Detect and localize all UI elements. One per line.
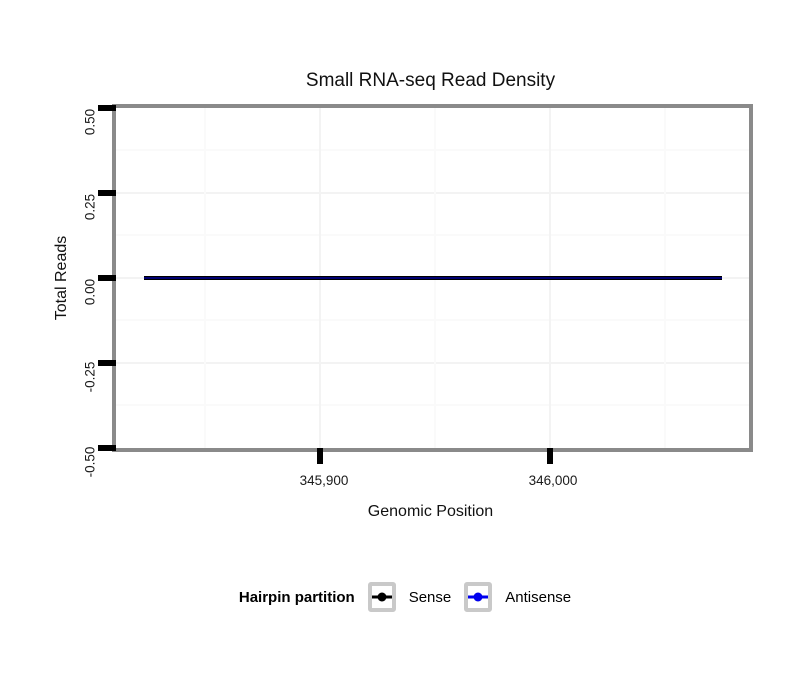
y-axis-tick	[98, 105, 116, 111]
gridline-h-minor	[116, 319, 749, 321]
y-axis-tick	[98, 445, 116, 451]
x-axis-tick	[317, 448, 323, 464]
plot-panel	[112, 104, 753, 452]
gridline-h-major	[116, 192, 749, 194]
x-tick-label: 345,900	[299, 473, 349, 488]
gridline-h-major	[116, 362, 749, 364]
antisense-dot-icon	[473, 592, 483, 602]
y-tick-label: 0.00	[82, 278, 98, 306]
antisense-series-line	[144, 277, 722, 279]
legend-label-antisense: Antisense	[505, 588, 572, 606]
x-tick-label: 346,000	[528, 473, 578, 488]
legend: Hairpin partition Sense Antisense	[0, 578, 810, 616]
y-tick-label: 0.50	[82, 108, 98, 136]
antisense-legend-key-icon	[464, 582, 493, 612]
gridline-h-minor	[116, 149, 749, 151]
chart-title: Small RNA-seq Read Density	[305, 70, 556, 91]
y-axis-tick	[98, 190, 116, 196]
legend-title: Hairpin partition	[238, 588, 355, 606]
y-tick-label: 0.25	[82, 193, 98, 221]
x-axis-title: Genomic Position	[367, 503, 494, 520]
sense-dot-icon	[377, 592, 387, 602]
sense-series-line	[144, 276, 722, 280]
y-axis-title: Total Reads	[53, 235, 70, 321]
y-tick-label: -0.25	[82, 361, 98, 393]
y-tick-label: -0.50	[82, 446, 98, 478]
x-axis-tick	[547, 448, 553, 464]
y-axis-tick	[98, 275, 116, 281]
y-axis-tick	[98, 360, 116, 366]
sense-legend-key-icon	[367, 582, 396, 612]
legend-label-sense: Sense	[408, 588, 452, 606]
gridline-h-minor	[116, 404, 749, 406]
gridline-h-minor	[116, 234, 749, 236]
